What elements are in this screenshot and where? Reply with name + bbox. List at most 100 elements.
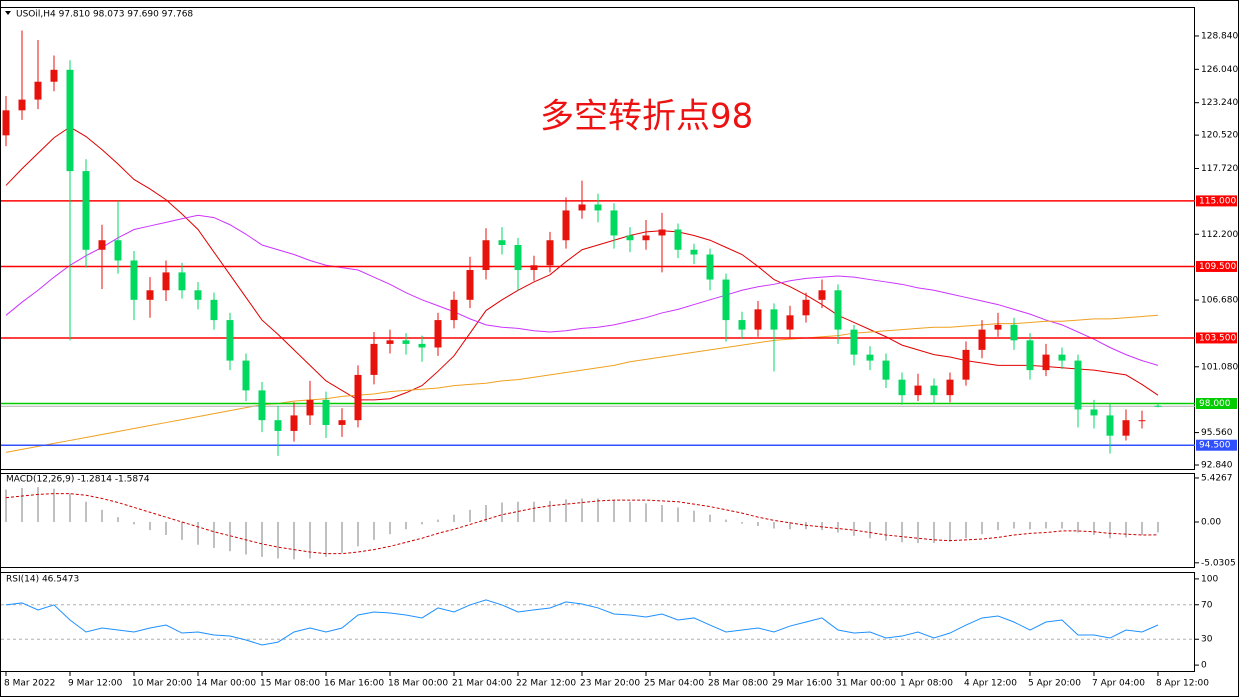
macd-bar (69, 493, 71, 523)
macd-bar (821, 522, 823, 531)
annotation: 多空转折点98 (540, 97, 753, 137)
y-tick-label: 101.080 (1201, 362, 1238, 372)
macd-bar (469, 509, 471, 523)
x-tick-label: 8 Apr 12:00 (1156, 679, 1209, 689)
candle-body (802, 299, 810, 316)
macd-bar (245, 522, 247, 555)
y-tick-label: 117.720 (1201, 164, 1238, 174)
candle-body (722, 279, 730, 321)
macd-bar (1157, 522, 1159, 533)
x-tick-label: 14 Mar 00:00 (196, 679, 256, 689)
macd-bar (261, 522, 263, 557)
y-tick-label: 128.840 (1201, 31, 1238, 41)
candle-body (50, 69, 58, 82)
macd-bar (789, 522, 791, 530)
macd-bar (709, 514, 711, 523)
candle-body (1058, 354, 1066, 361)
level-label: 94.500 (1199, 441, 1231, 451)
macd-bar (869, 522, 871, 539)
y-tick-label: 30 (1201, 635, 1213, 645)
y-tick-label: -5.0305 (1201, 558, 1236, 568)
macd-bar (981, 522, 983, 535)
candle-body (946, 379, 954, 396)
candle-body (514, 244, 522, 271)
x-tick-label: 15 Mar 08:00 (260, 679, 320, 689)
macd-bar (325, 522, 327, 557)
candle-body (706, 254, 714, 280)
x-tick-label: 25 Mar 04:00 (644, 679, 704, 689)
level-label-box (1196, 332, 1237, 344)
x-tick-label: 10 Mar 20:00 (132, 679, 192, 689)
x-tick-label: 16 Mar 16:00 (324, 679, 384, 689)
macd-bar (965, 522, 967, 539)
macd-bar (725, 519, 727, 523)
macd-bar (741, 522, 743, 524)
macd-bar (917, 522, 919, 544)
candle-body (834, 290, 842, 330)
macd-bar (901, 522, 903, 543)
candle-body (466, 270, 474, 300)
x-tick-label: 7 Apr 04:00 (1092, 679, 1145, 689)
candle-body (402, 340, 410, 344)
macd-bar (277, 522, 279, 559)
macd-signal (5, 493, 1159, 555)
candle-body (1074, 360, 1082, 410)
candle-body (354, 374, 362, 421)
y-tick-label: 0.00 (1201, 518, 1221, 528)
candle-body (482, 240, 490, 271)
candle-body (658, 229, 666, 236)
candle-body (162, 272, 170, 291)
candle-body (34, 81, 42, 100)
x-tick-label: 23 Mar 20:00 (580, 679, 640, 689)
macd-bar (293, 522, 295, 560)
macd-bar (597, 498, 599, 523)
macd-bar (949, 522, 951, 542)
macd-bar (85, 501, 87, 523)
candle-body (914, 385, 922, 396)
rsi-panel (0, 572, 1195, 672)
candle-body (594, 204, 602, 211)
candle-body (1026, 340, 1034, 371)
macd-bar (885, 522, 887, 541)
candle-body (530, 265, 538, 271)
macd-bar (1045, 522, 1047, 529)
macd-bar (837, 522, 839, 533)
level-label-box (1196, 260, 1237, 272)
macd-bar (677, 507, 679, 523)
candle-body (962, 349, 970, 380)
candle-body (258, 390, 266, 421)
candle-body (562, 210, 570, 241)
candle-body (610, 210, 618, 236)
level-label-box (1196, 397, 1237, 409)
macd-bar (533, 501, 535, 523)
candle-body (210, 299, 218, 321)
candle-body (642, 235, 650, 241)
macd-bar (613, 500, 615, 523)
candle-body (994, 324, 1002, 330)
macd-bar (1109, 522, 1111, 539)
candle-body (242, 360, 250, 391)
macd-bar (581, 498, 583, 523)
candle-body (1122, 420, 1130, 436)
macd-bar (453, 514, 455, 523)
candle-body (546, 240, 554, 266)
x-tick-label: 8 Mar 2022 (4, 679, 55, 689)
macd-bar (421, 522, 423, 525)
candle-body (418, 343, 426, 348)
macd-bar (229, 522, 231, 552)
candle-body (882, 360, 890, 380)
y-tick-label: 112.200 (1201, 230, 1238, 240)
rsi-line (5, 599, 1159, 646)
macd-bar (1013, 522, 1015, 529)
y-tick-label: 120.520 (1201, 131, 1238, 141)
macd-bar (565, 499, 567, 523)
macd-panel (0, 473, 1195, 568)
macd-bar (21, 487, 23, 523)
candle-body (770, 309, 778, 330)
level-label: 115.000 (1199, 196, 1236, 206)
macd-bar (181, 522, 183, 540)
macd-bar (693, 510, 695, 523)
macd-bar (437, 519, 439, 523)
